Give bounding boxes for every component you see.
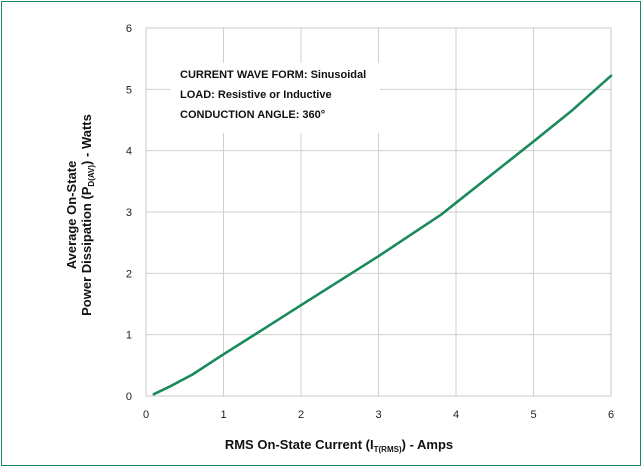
annotations: CURRENT WAVE FORM: Sinusoidal LOAD: Resis… xyxy=(180,69,366,121)
x-tick-label-3: 3 xyxy=(375,409,381,421)
y-tick-label-1: 1 xyxy=(126,330,132,342)
y-axis-title-line1: Average On-State xyxy=(64,161,79,270)
annotation-line-1: LOAD: Resistive or Inductive xyxy=(180,89,332,101)
y-tick-label-0: 0 xyxy=(126,391,132,403)
x-axis-title: RMS On-State Current (IT(RMS)) - Amps xyxy=(225,437,453,454)
x-axis-title-sub: T(RMS) xyxy=(374,445,402,454)
x-tick-label-5: 5 xyxy=(530,409,536,421)
annotation-box xyxy=(170,63,380,133)
x-tick-labels: 0 1 2 3 4 5 6 xyxy=(143,409,614,421)
y-axis-title-line2: Power Dissipation (PD(AV)) - Watts xyxy=(79,114,96,316)
x-axis-title-main: RMS On-State Current (I xyxy=(225,437,374,452)
y-tick-label-3: 3 xyxy=(126,207,132,219)
plot-area-border xyxy=(145,27,612,397)
y-tick-label-5: 5 xyxy=(126,84,132,96)
y-tick-label-2: 2 xyxy=(126,268,132,280)
annotation-line-0: CURRENT WAVE FORM: Sinusoidal xyxy=(180,69,366,81)
y-tick-labels: 0 1 2 3 4 5 6 xyxy=(126,23,132,403)
y-tick-label-4: 4 xyxy=(126,146,132,158)
series-line xyxy=(152,74,613,396)
y-axis-title-main: Power Dissipation (P xyxy=(79,186,94,316)
annotation-line-2: CONDUCTION ANGLE: 360° xyxy=(180,109,325,121)
x-tick-label-0: 0 xyxy=(143,409,149,421)
y-axis-title-tail: ) - Watts xyxy=(79,114,94,165)
x-tick-label-2: 2 xyxy=(298,409,304,421)
y-tick-label-6: 6 xyxy=(126,23,132,35)
y-axis-title-sub: D(AV) xyxy=(87,165,96,187)
x-tick-label-4: 4 xyxy=(453,409,459,421)
x-axis-title-tail: ) - Amps xyxy=(402,437,454,452)
x-tick-label-6: 6 xyxy=(608,409,614,421)
x-tick-label-1: 1 xyxy=(220,409,226,421)
